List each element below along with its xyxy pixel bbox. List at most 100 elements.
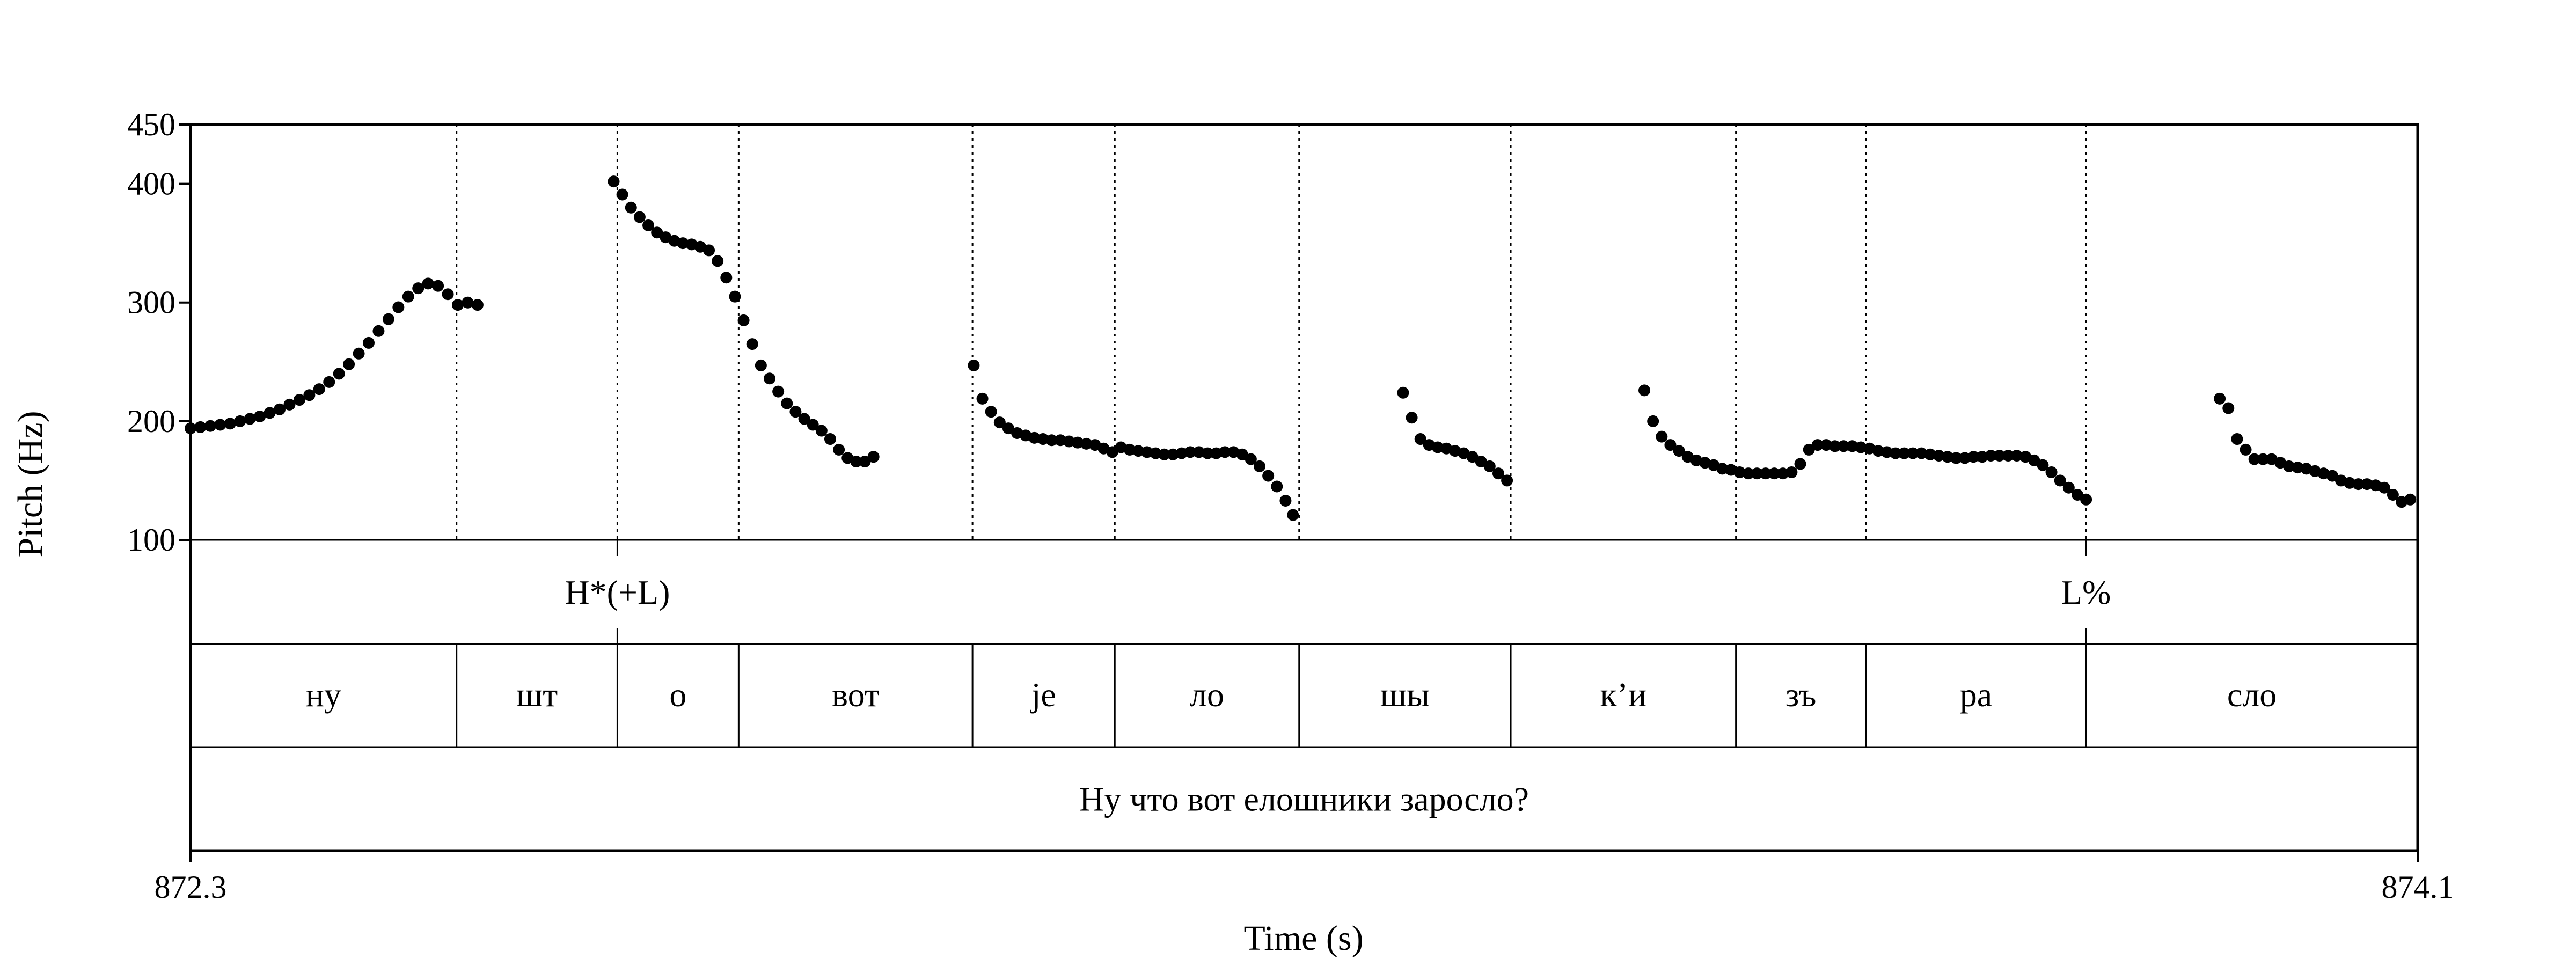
pitch-point	[833, 443, 845, 456]
pitch-point	[1150, 447, 1162, 459]
syllable-label: ло	[1190, 676, 1224, 714]
pitch-point	[392, 301, 405, 313]
pitch-point	[2214, 392, 2226, 405]
pitch-point	[1492, 467, 1504, 480]
pitch-point	[2071, 488, 2083, 501]
pitch-point	[293, 394, 305, 406]
pitch-point	[323, 376, 335, 388]
pitch-point	[1733, 466, 1746, 478]
x-tick-label: 872.3	[155, 869, 227, 905]
pitch-point	[781, 397, 793, 409]
pitch-point	[1287, 509, 1299, 521]
pitch-point	[1279, 495, 1292, 507]
pitch-point	[343, 358, 355, 370]
pitch-point	[1210, 447, 1223, 459]
pitch-point	[1803, 443, 1815, 456]
pitch-point	[1846, 440, 1858, 452]
pitch-point	[1985, 449, 1997, 462]
pitch-point	[2037, 459, 2049, 471]
pitch-point	[815, 425, 828, 437]
pitch-point	[1777, 467, 1789, 480]
pitch-point	[1941, 451, 1953, 463]
pitch-point	[2326, 470, 2338, 482]
pitch-point	[353, 347, 365, 360]
pitch-point	[1785, 466, 1798, 478]
y-tick-label: 200	[127, 404, 175, 439]
pitch-point	[703, 244, 715, 257]
pitch-point	[1483, 460, 1496, 472]
syllable-label: сло	[2227, 676, 2277, 714]
pitch-point	[1794, 458, 1806, 470]
pitch-point	[2378, 481, 2390, 494]
pitch-point	[1976, 451, 1988, 463]
pitch-point	[764, 372, 775, 385]
pitch-point	[976, 392, 989, 405]
pitch-point	[1656, 430, 1668, 443]
pitch-point	[2080, 493, 2092, 506]
pitch-point	[850, 456, 862, 468]
pitch-point	[1501, 474, 1513, 487]
pitch-point	[1202, 447, 1214, 459]
pitch-point	[824, 433, 836, 445]
pitch-point	[1002, 422, 1014, 435]
syllable-label: шы	[1380, 676, 1430, 714]
plot-frame	[189, 123, 2419, 852]
x-axis-ticks: 872.3 874.1	[155, 851, 2454, 905]
pitch-point	[303, 389, 316, 401]
pitch-point	[2054, 474, 2066, 487]
pitch-point	[2404, 493, 2417, 506]
pitch-point	[412, 282, 425, 295]
pitch-point	[2361, 478, 2373, 491]
syllable-label: зъ	[1785, 676, 1816, 714]
pitch-point	[442, 288, 454, 301]
pitch-point	[2248, 453, 2260, 465]
pitch-point	[1219, 446, 1231, 458]
annotation-tiers: H*(+L) L% ну шт о вот je ло шы к’и зъ ра сло Ну что в…	[306, 540, 2277, 818]
pitch-point	[1271, 480, 1283, 493]
pitch-point	[755, 359, 767, 371]
pitch-point	[1768, 467, 1781, 480]
syllable-label: к’и	[1600, 676, 1647, 714]
pitch-point	[807, 419, 819, 431]
pitch-point	[1123, 443, 1136, 456]
pitch-point	[1638, 384, 1651, 397]
pitch-point	[2045, 466, 2058, 478]
pitch-point	[1475, 456, 1487, 468]
pitch-point	[2222, 402, 2235, 414]
pitch-point	[1072, 436, 1084, 449]
pitch-point	[1028, 431, 1041, 444]
pitch-point	[968, 359, 980, 371]
syllable-label: je	[1030, 676, 1056, 714]
y-tick-label: 100	[127, 522, 175, 558]
plot-border	[189, 123, 2419, 852]
pitch-point	[1158, 448, 1170, 460]
y-axis-label: Pitch (Hz)	[11, 411, 50, 557]
pitch-point	[1907, 447, 1919, 459]
pitch-point	[1466, 451, 1479, 463]
y-axis-ticks: 100 200 300 400 450	[127, 107, 191, 558]
syllable-label: шт	[516, 676, 558, 714]
pitch-point	[1872, 445, 1884, 457]
pitch-point	[1037, 433, 1049, 445]
pitch-point	[1236, 448, 1248, 460]
pitch-point	[859, 456, 871, 468]
pitch-point	[422, 277, 434, 290]
pitch-point	[402, 290, 414, 303]
pitch-point	[1811, 439, 1824, 451]
pitch-point	[1175, 447, 1188, 459]
pitch-point	[1106, 446, 1118, 458]
y-tick-label: 300	[127, 285, 175, 320]
pitch-point	[2257, 453, 2269, 465]
pitch-point	[1673, 445, 1685, 457]
pitch-point	[1193, 446, 1205, 458]
pitch-point	[1855, 441, 1867, 453]
pitch-point	[2231, 433, 2243, 445]
pitch-point	[1414, 433, 1426, 445]
pitch-point	[1080, 437, 1093, 450]
pitch-point	[1054, 434, 1066, 447]
pitch-point	[798, 413, 810, 425]
pitch-point	[1742, 467, 1754, 480]
pitch-point	[746, 338, 758, 350]
pitch-point	[772, 385, 785, 398]
